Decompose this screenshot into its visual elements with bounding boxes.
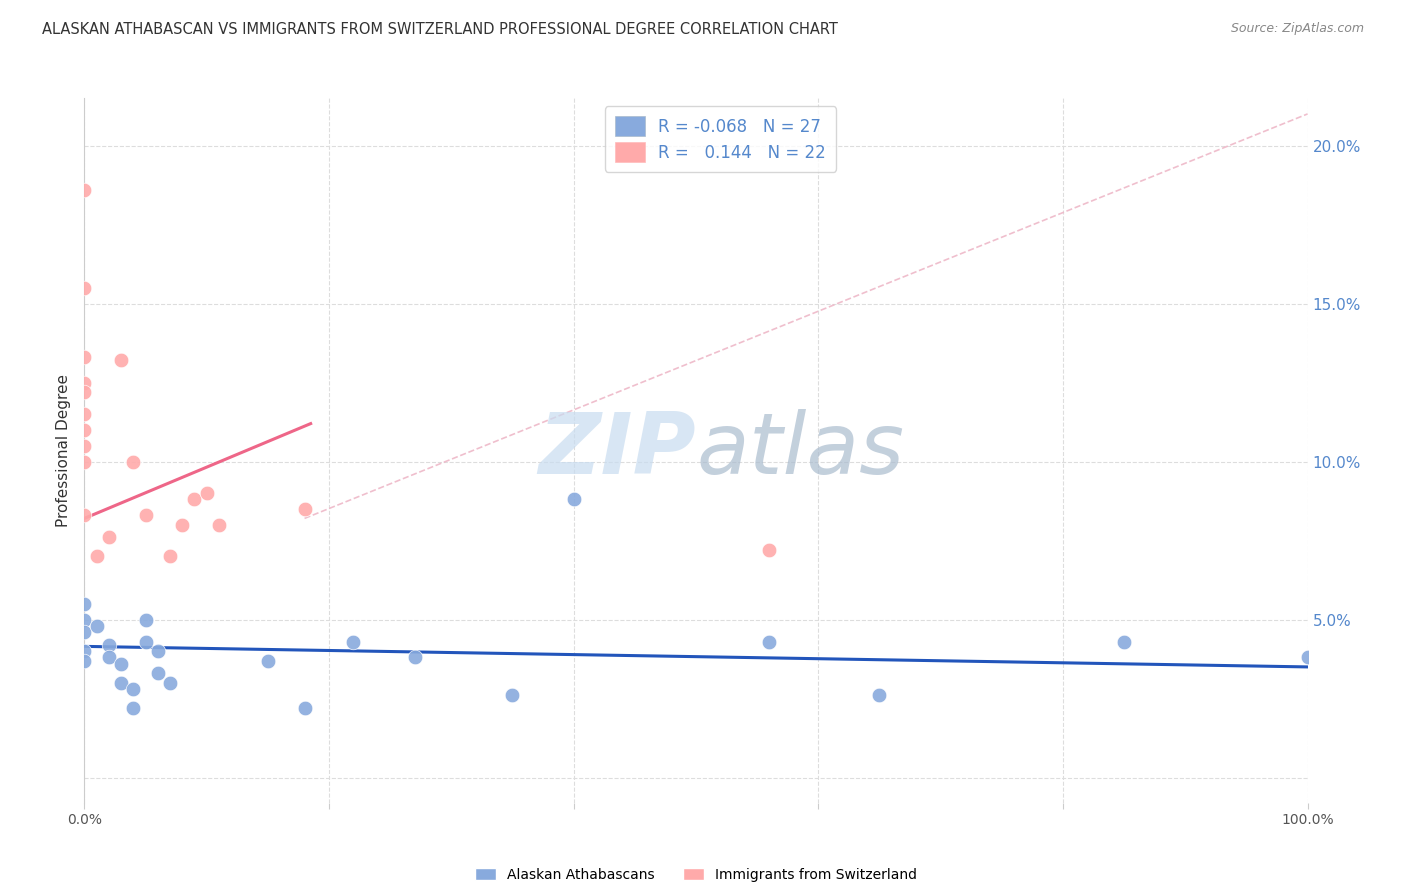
Point xyxy=(73,183,96,197)
Point xyxy=(135,508,157,523)
Point xyxy=(122,701,145,715)
Point xyxy=(1114,634,1136,648)
Point xyxy=(73,376,96,390)
Text: ALASKAN ATHABASCAN VS IMMIGRANTS FROM SWITZERLAND PROFESSIONAL DEGREE CORRELATIO: ALASKAN ATHABASCAN VS IMMIGRANTS FROM SW… xyxy=(42,22,838,37)
Point xyxy=(73,407,96,421)
Point xyxy=(562,492,585,507)
Point xyxy=(146,666,169,681)
Point xyxy=(73,423,96,437)
Point xyxy=(73,384,96,399)
Legend: Alaskan Athabascans, Immigrants from Switzerland: Alaskan Athabascans, Immigrants from Swi… xyxy=(470,863,922,888)
Point xyxy=(159,675,181,690)
Point xyxy=(122,681,145,696)
Point xyxy=(257,654,280,668)
Point xyxy=(146,644,169,658)
Point xyxy=(294,502,316,516)
Point xyxy=(869,689,891,703)
Text: ZIP: ZIP xyxy=(538,409,696,492)
Point xyxy=(294,701,316,715)
Text: atlas: atlas xyxy=(696,409,904,492)
Point xyxy=(73,439,96,453)
Point xyxy=(110,353,132,368)
Point xyxy=(342,634,364,648)
Point xyxy=(73,281,96,295)
Point xyxy=(172,517,194,532)
Point xyxy=(73,613,96,627)
Point xyxy=(135,613,157,627)
Point xyxy=(159,549,181,564)
Point xyxy=(208,517,231,532)
Point xyxy=(86,619,108,633)
Point xyxy=(758,634,780,648)
Point xyxy=(97,638,120,652)
Y-axis label: Professional Degree: Professional Degree xyxy=(56,374,72,527)
Point xyxy=(195,486,218,500)
Point xyxy=(110,675,132,690)
Point xyxy=(1296,650,1319,665)
Point xyxy=(122,454,145,468)
Point xyxy=(404,650,426,665)
Point xyxy=(73,508,96,523)
Point xyxy=(73,454,96,468)
Point xyxy=(73,644,96,658)
Point xyxy=(183,492,205,507)
Point xyxy=(135,634,157,648)
Point xyxy=(97,650,120,665)
Text: Source: ZipAtlas.com: Source: ZipAtlas.com xyxy=(1230,22,1364,36)
Point xyxy=(73,654,96,668)
Point xyxy=(97,530,120,544)
Point xyxy=(110,657,132,671)
Point xyxy=(502,689,524,703)
Point xyxy=(758,543,780,558)
Point xyxy=(73,597,96,611)
Point xyxy=(73,350,96,364)
Point xyxy=(73,625,96,640)
Point xyxy=(86,549,108,564)
